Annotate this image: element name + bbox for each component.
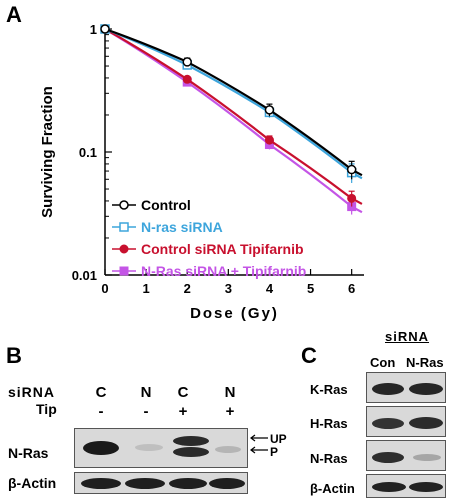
k-ras-band-nras [409, 383, 443, 395]
row-h-ras: H-Ras [310, 416, 348, 431]
sirna-header: siRNA [385, 329, 430, 344]
legend-marker [119, 244, 129, 254]
series-line [104, 28, 363, 214]
chart-axes: 0 1 2 3 4 5 6 1 0.1 0.01 Dose (Gy) Surviving Fracti… [39, 22, 364, 322]
y-axis-label: Surviving Fraction [39, 86, 56, 218]
actin-band-nras [409, 482, 443, 492]
x-tick-label: 6 [348, 281, 355, 296]
actin-band-1 [81, 478, 121, 489]
legend-entry: N-Ras siRNA + Tipifarnib [112, 263, 306, 279]
legend-label: N-ras siRNA [141, 219, 223, 235]
arrow-p-label: P [270, 445, 279, 459]
h-ras-blot [366, 406, 446, 437]
legend-marker [119, 200, 129, 210]
legend-entry: Control siRNA Tipifarnib [112, 241, 304, 257]
series-line [104, 27, 363, 180]
x-tick-label: 2 [184, 281, 191, 296]
lane-3-sirna: C [177, 384, 189, 401]
lane-2-tip: - [143, 403, 149, 420]
lane-3-tip: + [178, 403, 188, 420]
x-tick-label: 3 [225, 281, 232, 296]
actin-band-3 [169, 478, 207, 489]
data-point [182, 74, 192, 84]
x-tick-label: 4 [266, 281, 274, 296]
panel-c-letter: C [301, 343, 317, 368]
y-tick-label: 1 [90, 22, 97, 37]
band-lane-3-upper [173, 436, 209, 446]
y-tick-label: 0.01 [72, 268, 97, 283]
band-lane-2 [135, 444, 163, 451]
n-ras-band-nras [413, 454, 441, 461]
h-ras-band-con [372, 418, 404, 429]
n-ras-blot-c [366, 440, 446, 471]
data-point [346, 164, 357, 175]
lane-4-sirna: N [224, 384, 236, 401]
col-con: Con [370, 355, 396, 370]
actin-blot-c [366, 474, 446, 498]
lane-2-sirna: N [140, 384, 152, 401]
band-lane-4 [215, 446, 241, 453]
chart-series [100, 24, 363, 215]
legend-label: N-Ras siRNA + Tipifarnib [141, 263, 306, 279]
actin-band-con [372, 482, 406, 492]
panel-a-letter: A [6, 2, 22, 27]
legend-label: Control siRNA Tipifarnib [141, 241, 304, 257]
series-line [104, 28, 363, 205]
actin-blot [74, 472, 248, 494]
y-tick-label: 0.1 [79, 145, 97, 160]
k-ras-band-con [372, 383, 404, 395]
actin-band-4 [209, 478, 245, 489]
row-actin: β-Actin [310, 481, 355, 496]
series-line [104, 27, 363, 177]
panel-b-letter: B [6, 343, 22, 368]
data-point [347, 193, 357, 203]
band-lane-3-lower [173, 447, 209, 457]
lane-4-tip: + [225, 403, 235, 420]
tip-row-label: Tip [36, 401, 57, 417]
col-n-ras: N-Ras [406, 355, 444, 370]
row-k-ras: K-Ras [310, 382, 348, 397]
survival-chart: 0 1 2 3 4 5 6 1 0.1 0.01 Dose (Gy) Surviving Fracti… [39, 22, 364, 322]
lane-1-tip: - [98, 403, 104, 420]
series-control [100, 24, 363, 180]
sirna-row-label: siRNA [8, 384, 56, 400]
x-tick-label: 1 [142, 281, 149, 296]
legend-entry: N-ras siRNA [112, 219, 223, 235]
actin-band-2 [125, 478, 165, 489]
band-arrows [250, 434, 268, 454]
data-point [182, 57, 192, 67]
blot-n-ras-label: N-Ras [8, 445, 49, 461]
legend-marker [119, 266, 129, 276]
band-lane-1 [83, 441, 119, 455]
x-axis-label: Dose (Gy) [190, 305, 279, 322]
n-ras-blot [74, 428, 248, 468]
legend-marker [119, 222, 129, 232]
chart-legend: Control N-ras siRNA Control siRNA Tipifarn… [112, 197, 306, 279]
data-point [264, 105, 275, 115]
series-n-ras-sirna-tipifarnib [100, 24, 363, 215]
arrow-up-label: UP [270, 432, 287, 446]
k-ras-blot [366, 372, 446, 403]
legend-entry: Control [112, 197, 191, 213]
row-n-ras: N-Ras [310, 451, 348, 466]
lane-1-sirna: C [95, 384, 107, 401]
data-point [100, 24, 110, 34]
h-ras-band-nras [409, 417, 443, 429]
n-ras-band-con [372, 452, 404, 463]
data-point [264, 135, 274, 145]
blot-actin-label: β-Actin [8, 475, 57, 491]
x-tick-label: 0 [101, 281, 108, 296]
legend-label: Control [141, 197, 191, 213]
x-tick-label: 5 [307, 281, 314, 296]
